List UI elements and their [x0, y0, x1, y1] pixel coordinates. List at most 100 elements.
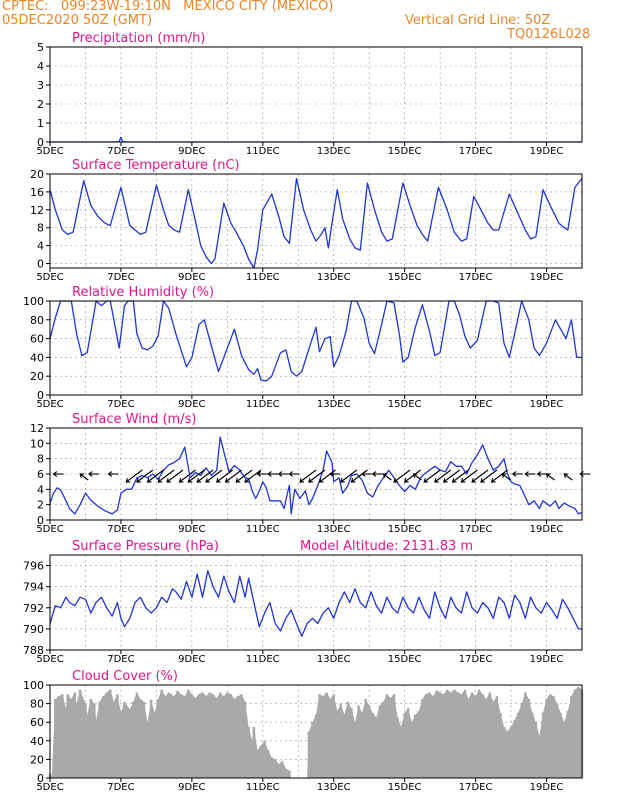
y-tick-label: 792	[23, 602, 44, 615]
panel-frame	[49, 46, 583, 143]
wind-arrow	[393, 469, 411, 483]
y-tick-label: 40	[30, 735, 44, 748]
series-line-rh	[49, 300, 582, 382]
y-tick-label: 60	[30, 333, 44, 346]
x-tick-label: 5DEC	[36, 782, 63, 793]
panel-frame	[49, 554, 583, 651]
wind-arrow	[501, 473, 511, 481]
x-tick-label: 13DEC	[317, 399, 351, 410]
x-tick-label: 7DEC	[107, 146, 134, 157]
header-location: CPTEC: 099:23W-19:10N MEXICO CITY (MEXIC…	[2, 0, 334, 14]
y-tick-label: 0	[37, 514, 44, 527]
x-tick-label: 19DEC	[530, 524, 564, 535]
y-tick-label: 80	[30, 314, 44, 327]
x-tick-label: 7DEC	[107, 524, 134, 535]
panel-frame	[49, 173, 583, 269]
wind-arrow	[256, 471, 268, 477]
y-tick-label: 4	[37, 60, 44, 73]
wind-arrow	[423, 469, 441, 483]
x-tick-label: 15DEC	[388, 399, 422, 410]
x-tick-label: 11DEC	[246, 146, 280, 157]
y-tick-label: 4	[37, 483, 44, 496]
header-model-id: TQ0126L028	[507, 27, 591, 42]
wind-arrow	[79, 473, 89, 481]
y-tick-label: 12	[30, 204, 44, 217]
panel-title: Precipitation (mm/h)	[72, 31, 205, 46]
x-tick-label: 11DEC	[246, 524, 280, 535]
wind-arrow	[460, 469, 478, 483]
header-run-time: 05DEC2020 50Z (GMT)	[2, 13, 153, 28]
wind-arrow	[490, 469, 508, 483]
wind-arrow	[178, 469, 196, 483]
x-tick-label: 11DEC	[246, 272, 280, 283]
wind-arrow	[288, 471, 300, 477]
y-tick-label: 794	[23, 581, 44, 594]
panel-annotation: Model Altitude: 2131.83 m	[300, 539, 473, 554]
x-tick-label: 5DEC	[36, 272, 63, 283]
x-tick-label: 7DEC	[107, 399, 134, 410]
panel-title: Surface Wind (m/s)	[72, 412, 196, 427]
series-line-temp	[49, 177, 583, 269]
wind-arrow	[107, 471, 119, 477]
panel-title: Surface Temperature (nC)	[72, 158, 240, 173]
x-tick-label: 15DEC	[388, 146, 422, 157]
x-tick-label: 9DEC	[178, 524, 205, 535]
wind-arrow	[563, 473, 573, 481]
x-tick-label: 9DEC	[178, 782, 205, 793]
wind-arrow	[340, 469, 358, 483]
series-line-pressure	[49, 570, 582, 637]
x-tick-label: 9DEC	[178, 399, 205, 410]
x-tick-label: 15DEC	[388, 524, 422, 535]
wind-arrow	[434, 469, 452, 483]
y-tick-label: 3	[37, 79, 44, 92]
wind-arrow	[511, 471, 523, 477]
panel-title: Cloud Cover (%)	[72, 669, 178, 684]
y-tick-label: 0	[37, 389, 44, 402]
wind-arrow	[403, 469, 421, 483]
panel-rh: 0 20 40 60 80 100 5DEC 7DEC 9DEC 11DEC 13DEC 15DEC 1…	[23, 285, 583, 410]
wind-arrow	[224, 469, 242, 483]
wind-arrow	[277, 471, 289, 477]
x-tick-label: 15DEC	[388, 782, 422, 793]
y-tick-label: 6	[37, 468, 44, 481]
x-tick-label: 7DEC	[107, 272, 134, 283]
panel-title: Relative Humidity (%)	[72, 285, 214, 300]
x-tick-label: 13DEC	[317, 782, 351, 793]
y-tick-label: 0	[37, 772, 44, 785]
wind-arrow	[308, 469, 326, 483]
panel-precip: 0 1 2 3 4 5 5DEC 7DEC 9DEC 11DEC 13DEC 15DEC 17DEC 19…	[36, 31, 583, 157]
y-tick-label: 12	[30, 422, 44, 435]
x-tick-label: 11DEC	[246, 782, 280, 793]
y-tick-label: 0	[37, 136, 44, 149]
wind-arrow	[215, 469, 234, 483]
x-tick-label: 15DEC	[388, 272, 422, 283]
wind-arrow	[166, 469, 184, 483]
x-tick-label: 5DEC	[36, 654, 63, 665]
y-tick-label: 0	[37, 258, 44, 271]
x-tick-label: 19DEC	[530, 399, 564, 410]
x-tick-label: 13DEC	[317, 524, 351, 535]
x-tick-label: 17DEC	[459, 272, 493, 283]
y-tick-label: 40	[30, 351, 44, 364]
x-tick-label: 5DEC	[36, 146, 63, 157]
wind-arrow	[205, 469, 223, 483]
x-tick-label: 19DEC	[530, 272, 564, 283]
header-grid-line: Vertical Grid Line: 50Z	[405, 13, 551, 28]
x-tick-label: 19DEC	[530, 146, 564, 157]
wind-arrow	[299, 469, 317, 483]
wind-arrow	[524, 471, 536, 477]
x-tick-label: 7DEC	[107, 782, 134, 793]
wind-arrow	[196, 469, 214, 483]
x-tick-label: 9DEC	[178, 272, 205, 283]
x-tick-label: 11DEC	[246, 399, 280, 410]
x-tick-label: 15DEC	[388, 654, 422, 665]
y-tick-label: 80	[30, 698, 44, 711]
wind-arrow	[187, 469, 205, 483]
y-tick-label: 8	[37, 222, 44, 235]
y-tick-label: 2	[37, 98, 44, 111]
y-tick-label: 60	[30, 716, 44, 729]
x-tick-label: 13DEC	[317, 146, 351, 157]
wind-arrow	[157, 469, 175, 483]
x-tick-label: 5DEC	[36, 524, 63, 535]
